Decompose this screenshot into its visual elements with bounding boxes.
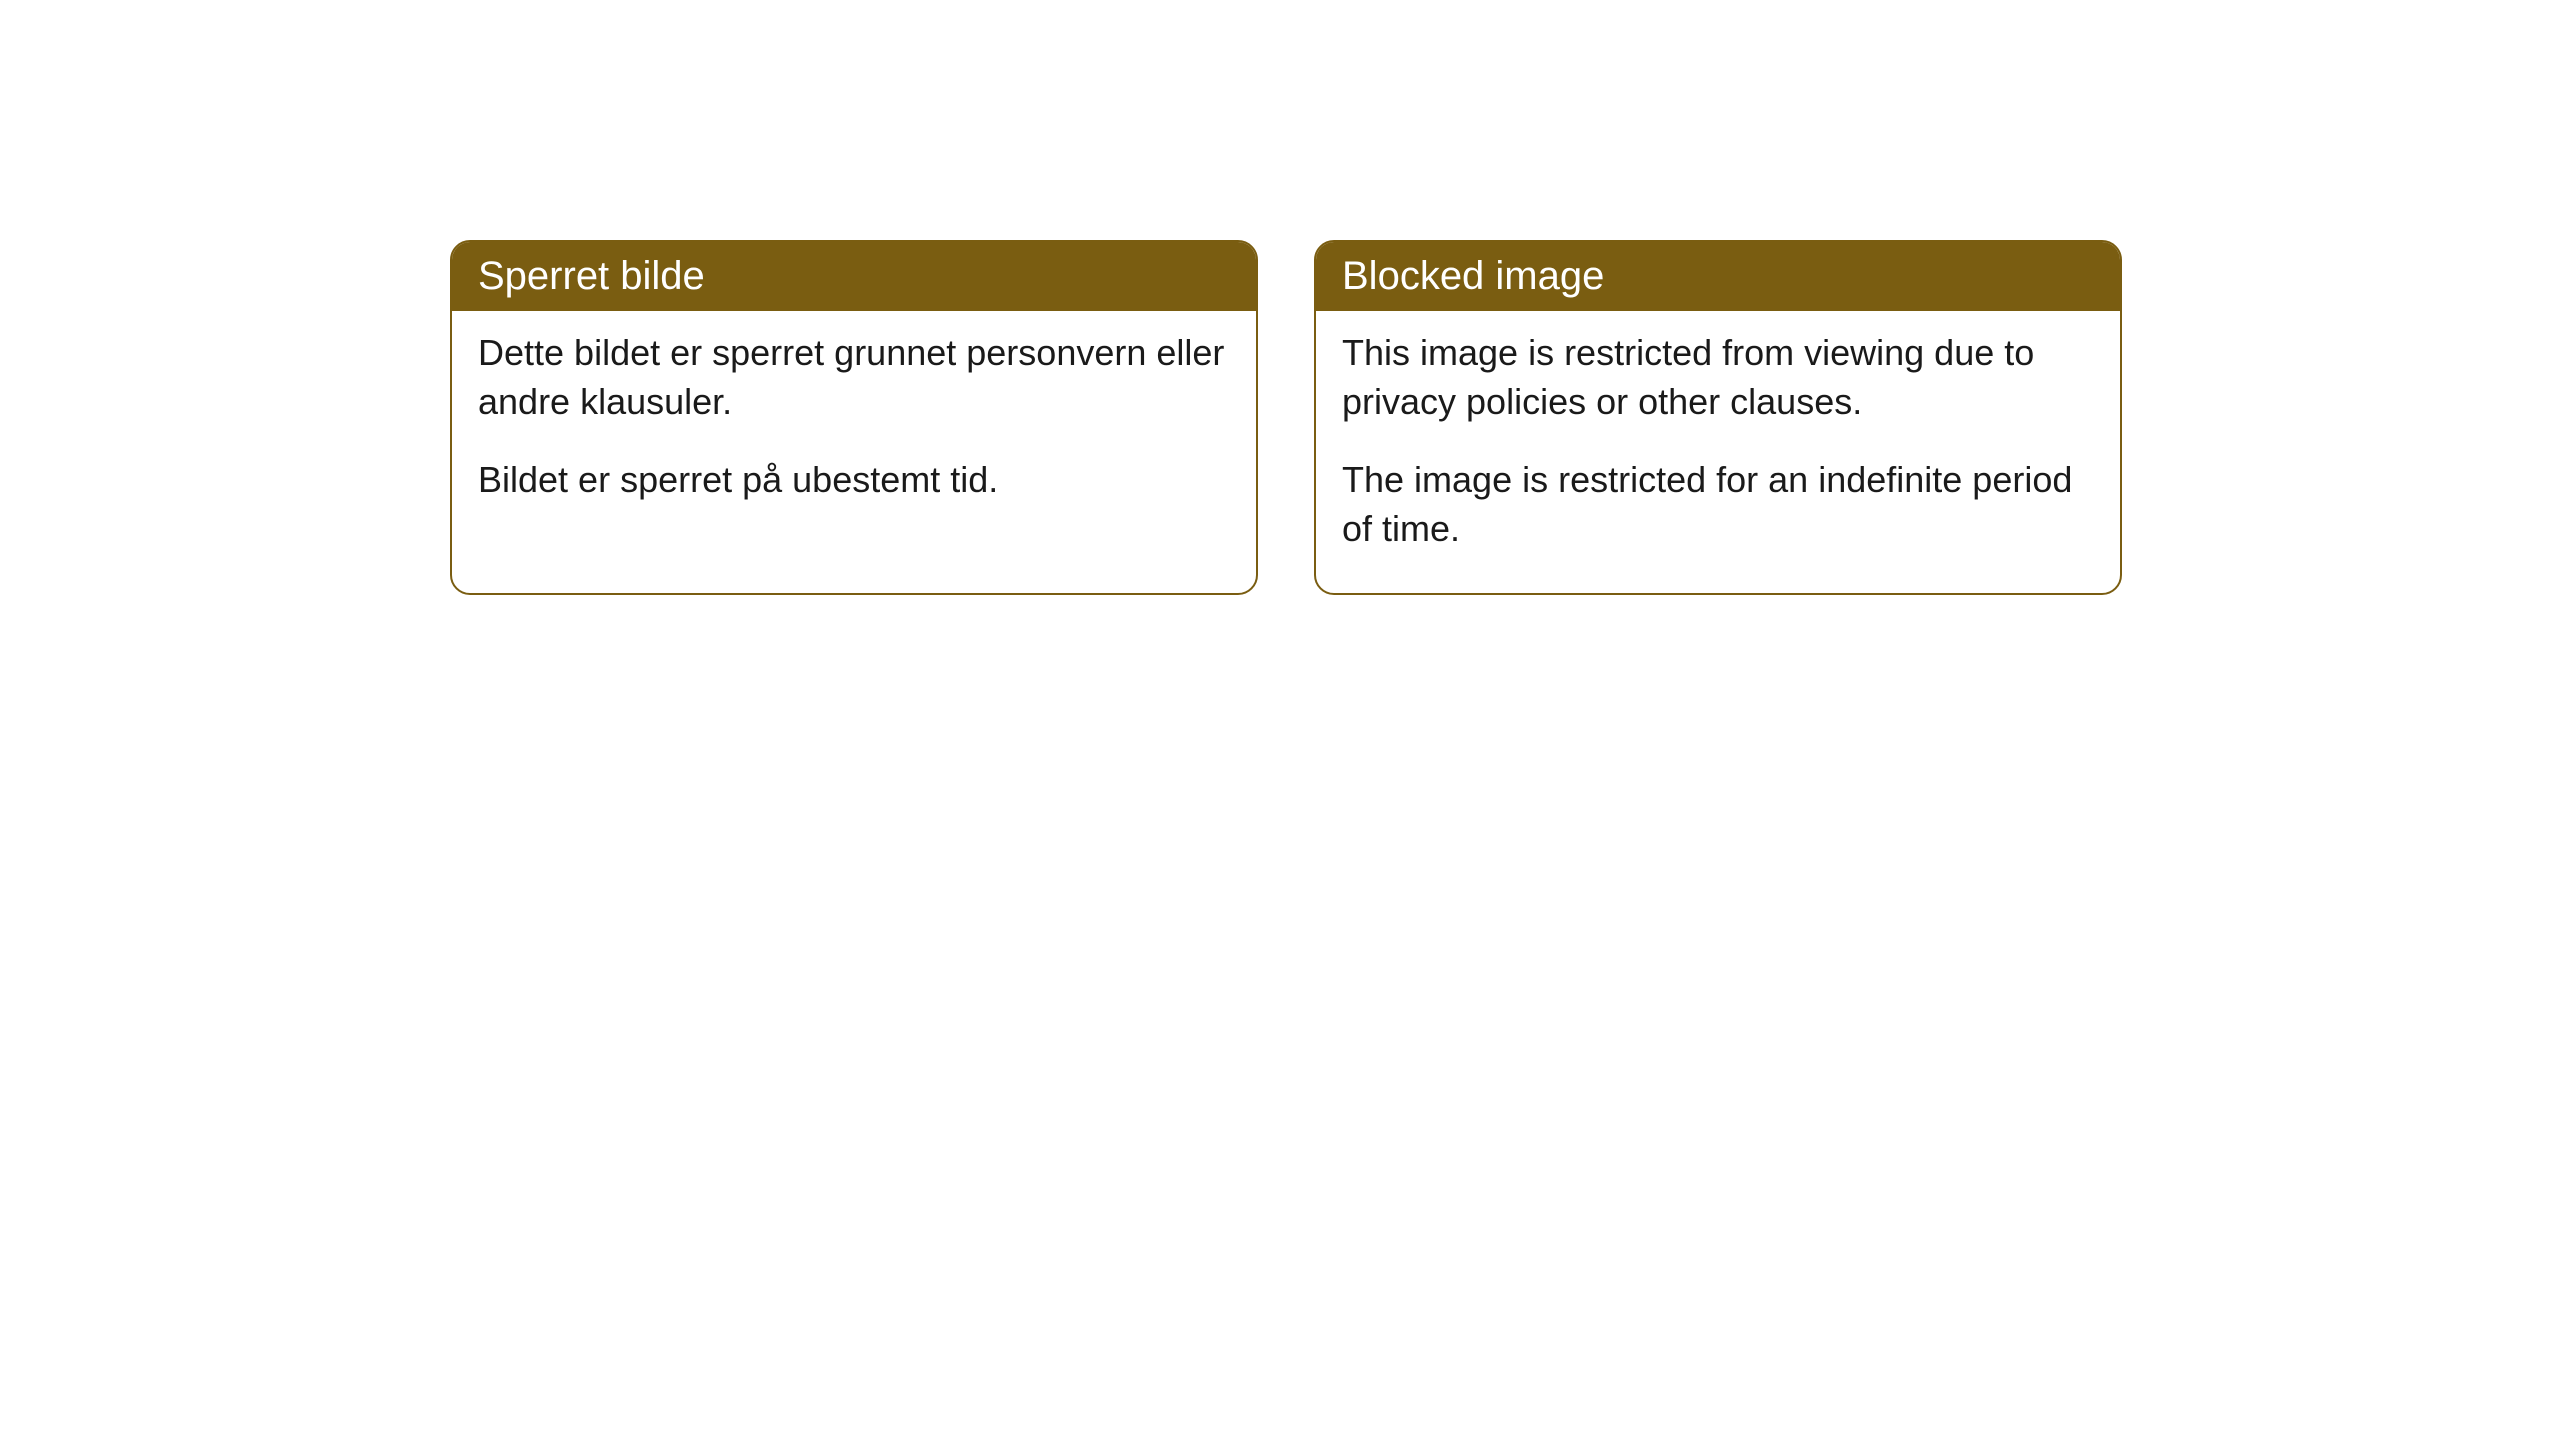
card-norwegian: Sperret bilde Dette bildet er sperret gr…	[450, 240, 1258, 595]
card-header-norwegian: Sperret bilde	[452, 242, 1256, 311]
card-paragraph-2-norwegian: Bildet er sperret på ubestemt tid.	[478, 456, 1230, 505]
card-paragraph-1-norwegian: Dette bildet er sperret grunnet personve…	[478, 329, 1230, 426]
card-body-norwegian: Dette bildet er sperret grunnet personve…	[452, 311, 1256, 545]
card-paragraph-1-english: This image is restricted from viewing du…	[1342, 329, 2094, 426]
card-header-english: Blocked image	[1316, 242, 2120, 311]
card-paragraph-2-english: The image is restricted for an indefinit…	[1342, 456, 2094, 553]
cards-container: Sperret bilde Dette bildet er sperret gr…	[450, 240, 2122, 595]
card-english: Blocked image This image is restricted f…	[1314, 240, 2122, 595]
card-body-english: This image is restricted from viewing du…	[1316, 311, 2120, 593]
